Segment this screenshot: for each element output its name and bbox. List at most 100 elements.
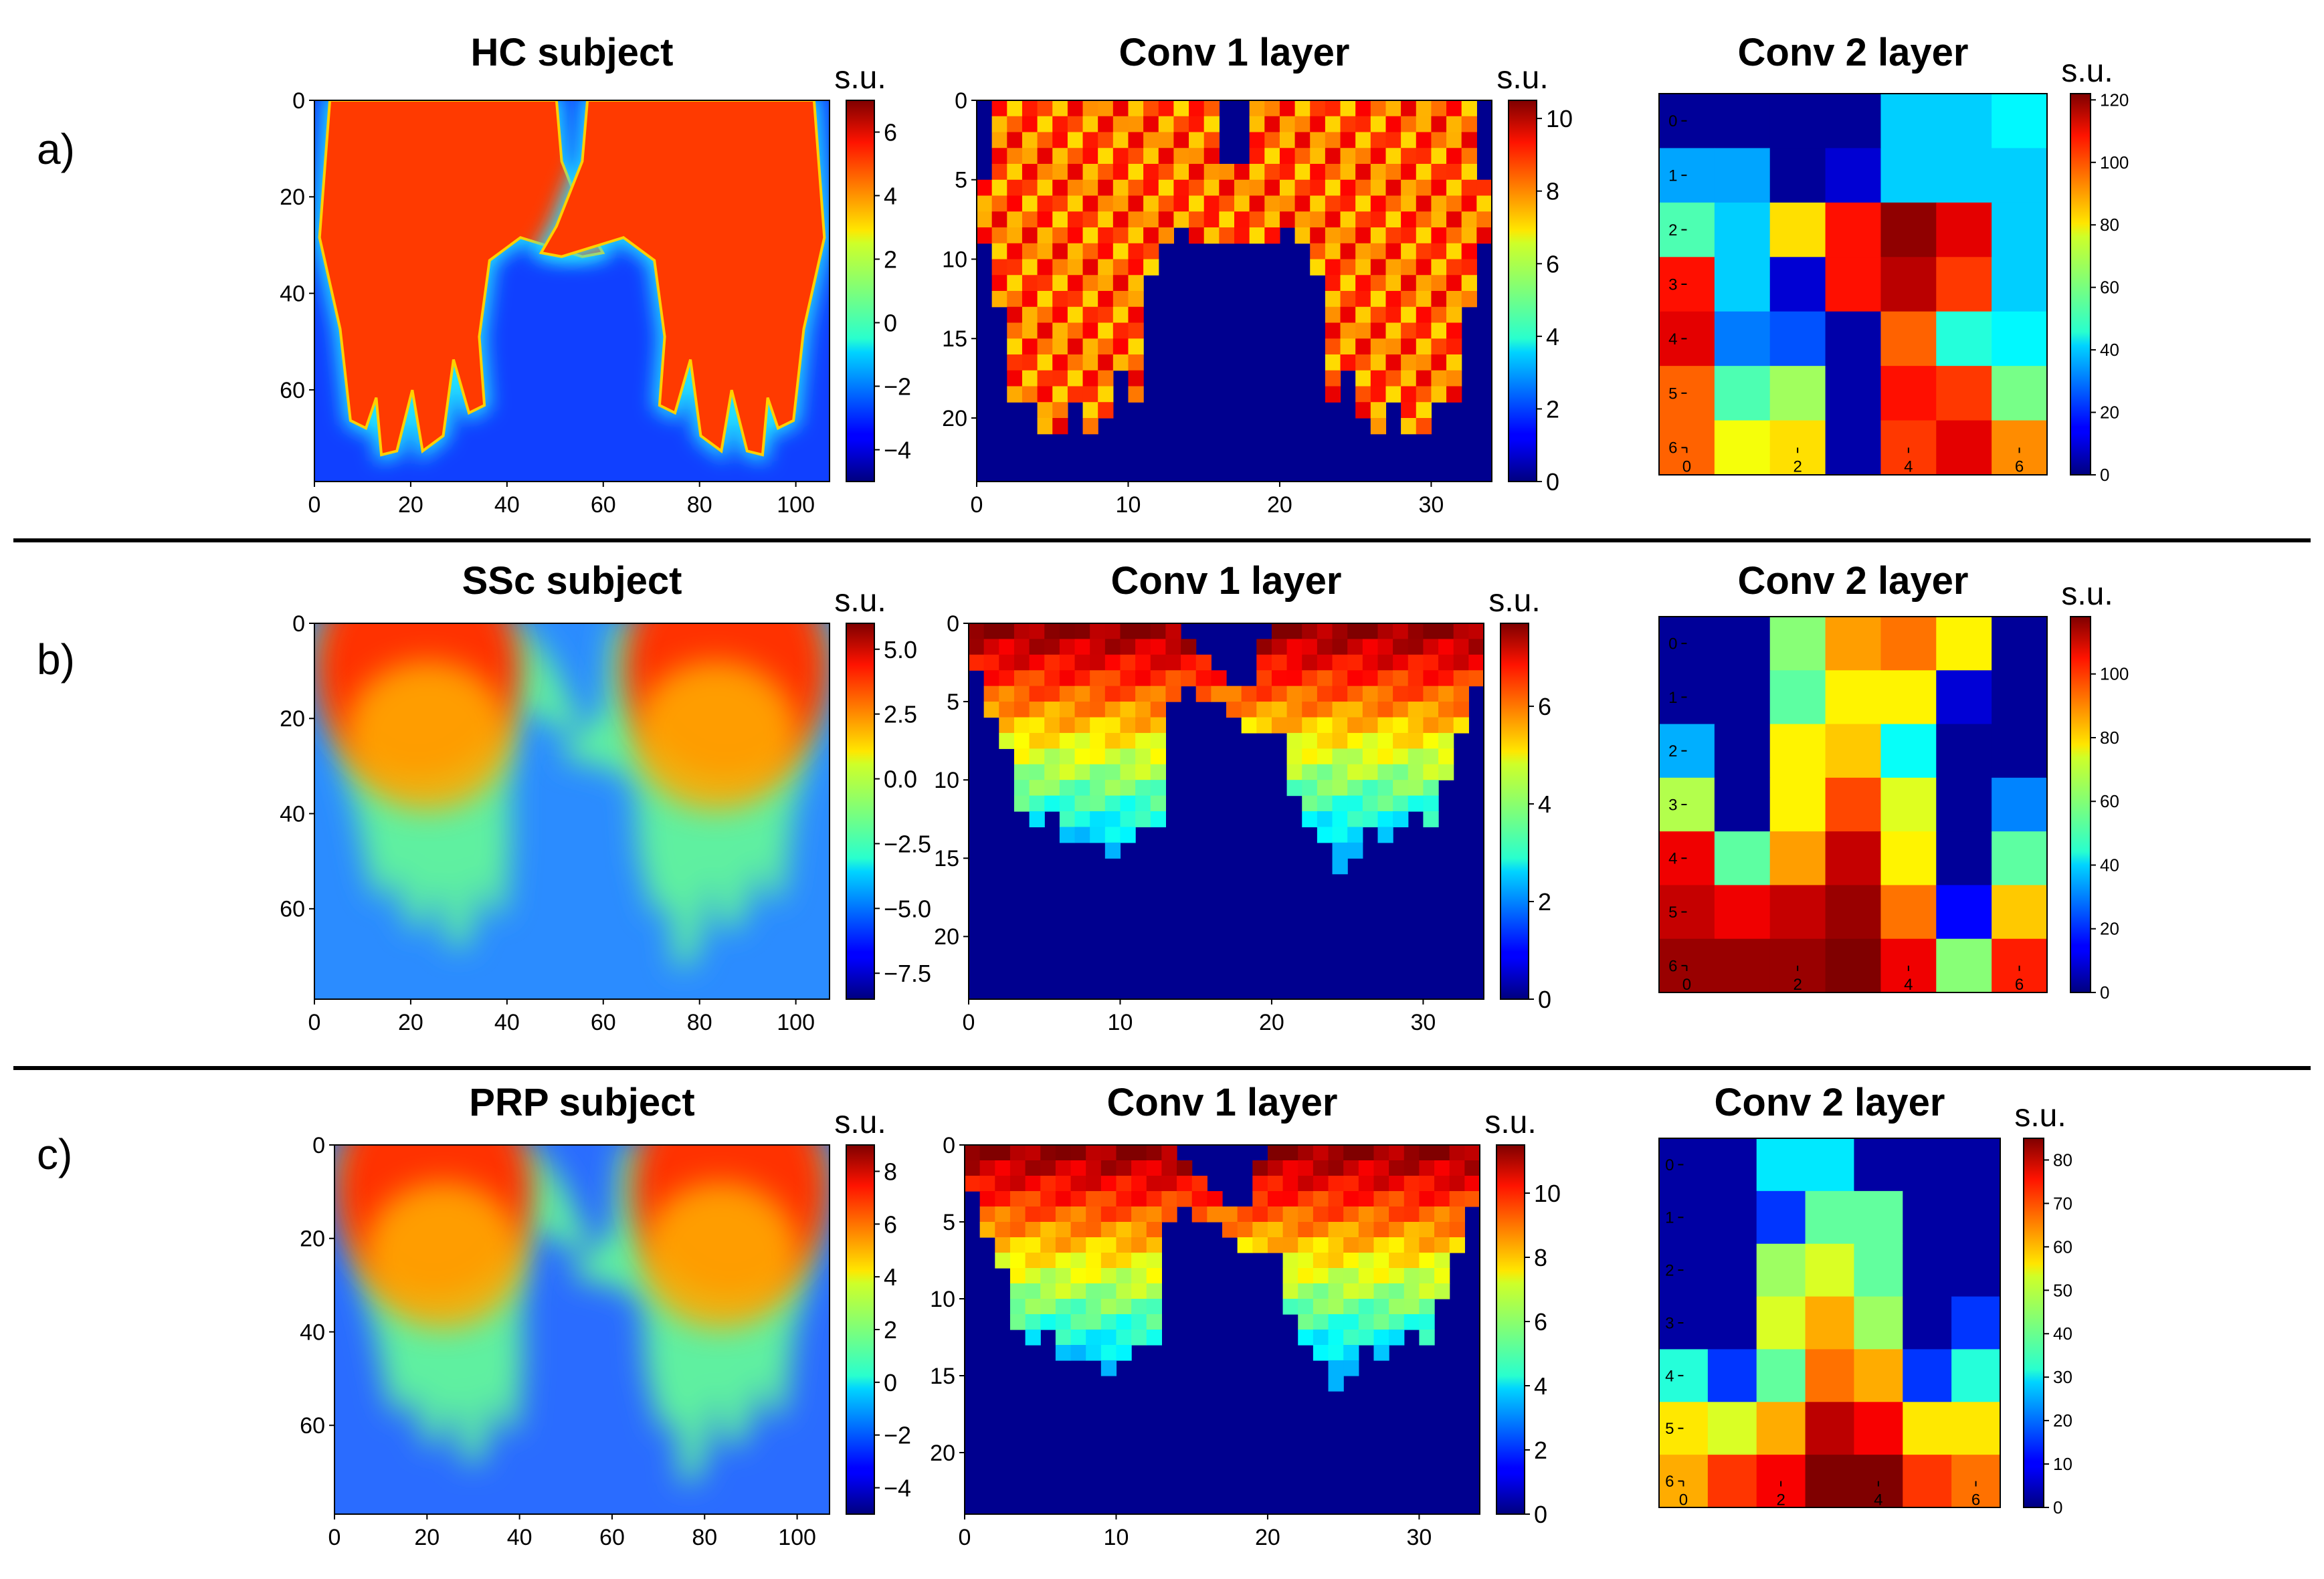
row1-conv1-cell (1446, 370, 1462, 387)
row3-conv1-cell (1373, 1191, 1389, 1207)
row2-conv1-cell (1423, 654, 1439, 671)
row2-conv1-cell (969, 654, 985, 671)
row2-conv1-cell (969, 623, 985, 640)
row2-conv1-cell (1059, 827, 1076, 843)
row3-conv1-cell (1086, 1283, 1102, 1299)
conv2-cell (1903, 1190, 1952, 1245)
row2-conv1-cell (1090, 748, 1106, 765)
row1-conv1-cell (1189, 132, 1205, 148)
row1-thermal-ytick-label: 40 (280, 282, 305, 307)
row3-conv1-cell (1282, 1206, 1298, 1223)
row1-conv1-cell (1370, 100, 1387, 117)
row3-conv1-cell (1070, 1345, 1086, 1361)
row3-conv1-cell (1389, 1222, 1405, 1238)
row2-conv1-cell (1195, 670, 1212, 687)
conv2-cell (1805, 1243, 1855, 1297)
row2-conv1-cell (1377, 748, 1393, 765)
row3-conv1-cell (965, 1176, 981, 1192)
row3-conv1-cell (965, 1160, 981, 1176)
row1-conv1-cell (1355, 148, 1371, 165)
row2-conv1-cell (1377, 795, 1393, 812)
row1-conv1-cell (1007, 259, 1023, 276)
row1-conv2-xtick-label: 2 (1793, 457, 1802, 476)
row2-conv1-cell (1408, 686, 1424, 702)
row3-conv1-cell (1116, 1283, 1132, 1299)
row2-conv1-cell (1150, 764, 1167, 780)
row2-conv1-cell (1029, 780, 1045, 797)
row3-conv1-cell (1434, 1191, 1450, 1207)
conv2-cell (1936, 885, 1992, 940)
row2-conv1-cell (1408, 717, 1424, 734)
row1-conv1-cell (1143, 132, 1159, 148)
conv2-cell (1936, 831, 1992, 886)
row1-conv1-cell (1143, 259, 1159, 276)
row1-conv1-cell (991, 243, 1007, 260)
row1-conv1-cell (1112, 227, 1129, 244)
row3-conv1-cell (1403, 1253, 1420, 1269)
row1-conv1-cell (1128, 195, 1144, 212)
row1-conv1-cell (1385, 291, 1401, 308)
row2-conv1-cell (1013, 748, 1030, 765)
row1-conv1-cell (1037, 132, 1053, 148)
row3-conv1-cell (1252, 1237, 1268, 1253)
row2-conv1-cell (1332, 717, 1348, 734)
row2-conv2-ytick-label: 0 (1668, 635, 1677, 653)
row1-conv1-cell (1037, 418, 1053, 435)
row2-conv1-cell (1104, 748, 1121, 765)
row1-conv1-cell (1264, 195, 1280, 212)
row3-conv1-cell (979, 1176, 995, 1192)
row1-conv1-cell (1052, 259, 1068, 276)
row1-conv1-cell (1007, 275, 1023, 292)
row2-conv1-cell (1377, 702, 1393, 718)
row1-conv1-cell (1446, 322, 1462, 339)
conv2-cell (1854, 1243, 1903, 1297)
row1-conv1-colorbar (1508, 100, 1537, 482)
row3-conv1-cell (1328, 1176, 1344, 1192)
row2-thermal-cbar-tick-label: 0.0 (884, 766, 917, 793)
row1-conv1-cell (1325, 275, 1341, 292)
row2-conv1-cell (1120, 795, 1136, 812)
conv2-cell (1769, 94, 1826, 149)
row3-conv1-cell (1373, 1160, 1389, 1176)
row3-conv2-ytick-label: 6 (1665, 1473, 1674, 1491)
row2-conv1-cell (1059, 670, 1076, 687)
row3-conv1-cell (1131, 1253, 1147, 1269)
row2-conv1-cell (1347, 702, 1363, 718)
row2-conv1-cell (1438, 686, 1454, 702)
row2-conv1-cbar-tick-label: 0 (1538, 986, 1551, 1013)
row1-conv1-cell (1340, 259, 1356, 276)
row2-conv1-cell (1135, 748, 1151, 765)
row1-conv1-cell (1446, 386, 1462, 403)
row3-conv1-cell (1313, 1330, 1329, 1346)
row3-conv1-cell (1086, 1330, 1102, 1346)
conv2-cell (1756, 1296, 1806, 1350)
row1-conv1-cell (1052, 164, 1068, 181)
row1-conv1-cell (1098, 370, 1114, 387)
row2-conv1-ytick-label: 15 (934, 846, 959, 871)
row3-conv1-cell (1328, 1330, 1344, 1346)
row3-conv1-cell (1086, 1160, 1102, 1176)
row1-conv1-cell (1112, 179, 1129, 197)
row1-conv1-cell (1219, 227, 1235, 244)
row3-conv1-cell (1146, 1299, 1163, 1315)
row2-conv1-cell (1074, 795, 1090, 812)
row2-conv1-cell (1438, 748, 1454, 765)
row1-conv1-cell (1037, 338, 1053, 355)
row1-conv1-cell (1098, 322, 1114, 339)
row1-conv1-cell (1143, 164, 1159, 181)
row1-conv1-cell (1173, 100, 1189, 117)
row3-conv1-cell (1343, 1206, 1359, 1223)
row1-conv1-cell (1203, 148, 1220, 165)
row1-conv1-cell (1098, 227, 1114, 244)
row2-conv1-cell (1044, 732, 1060, 749)
row3-conv1-cell (1025, 1176, 1041, 1192)
row1-conv1-cell (1249, 116, 1265, 133)
row2-conv2-ytick-label: 4 (1668, 850, 1677, 868)
row1-conv1-cell (1385, 195, 1401, 212)
row1-conv1-cell (1370, 211, 1387, 228)
row2-conv1-cell (1408, 654, 1424, 671)
row3-thermal-frame (334, 1144, 830, 1515)
row2-conv1-cell (1377, 623, 1393, 640)
row2-conv1-cell (1362, 764, 1379, 780)
row2-conv1-cell (1029, 811, 1045, 828)
